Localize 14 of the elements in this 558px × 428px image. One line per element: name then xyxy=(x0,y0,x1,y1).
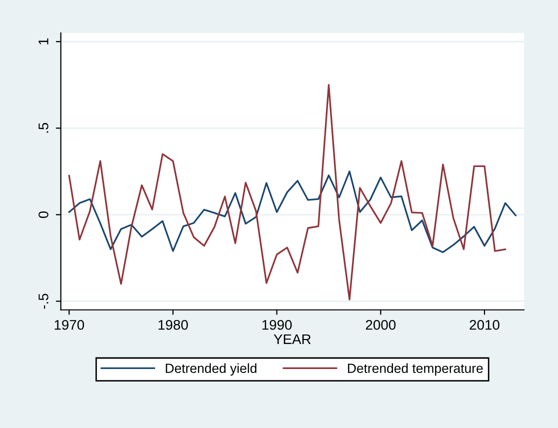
line-series xyxy=(68,84,506,300)
x-axis-title: YEAR xyxy=(274,334,311,344)
x-tick-label: 2000 xyxy=(366,320,396,330)
y-tick-label: -.5 xyxy=(38,294,48,309)
legend-label: Detrended yield xyxy=(166,363,256,376)
legend-label: Detrended temperature xyxy=(348,363,483,376)
x-tick-label: 1970 xyxy=(54,320,84,330)
x-tick-label: 2010 xyxy=(470,320,500,330)
y-tick-label: .5 xyxy=(38,122,48,133)
x-tick-label: 1980 xyxy=(158,320,188,330)
x-tick-label: 1990 xyxy=(262,320,292,330)
y-tick-label: 0 xyxy=(38,211,48,218)
line-series xyxy=(68,170,516,254)
y-tick-label: 1 xyxy=(38,38,48,44)
